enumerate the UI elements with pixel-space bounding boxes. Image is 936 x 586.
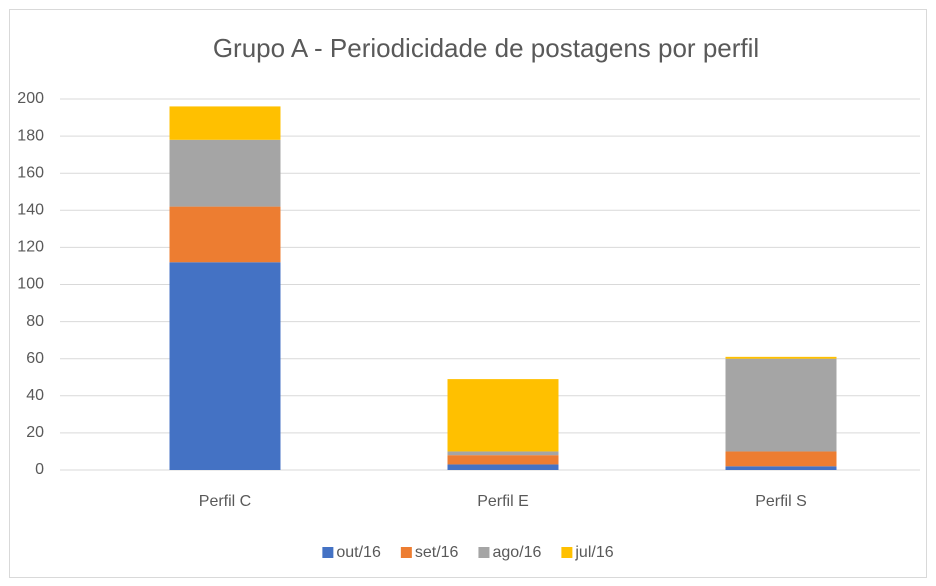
bar-segment (169, 206, 281, 263)
legend-label: ago/16 (492, 544, 541, 561)
y-tick-label: 120 (17, 239, 44, 256)
legend-swatch (322, 547, 334, 558)
bar-segment (169, 139, 281, 207)
y-tick-label: 40 (26, 387, 44, 404)
y-tick-label: 140 (17, 202, 44, 219)
legend-label: set/16 (415, 544, 459, 561)
bar-segment (447, 451, 559, 456)
bar-segment (725, 451, 837, 467)
legend-swatch (478, 547, 490, 558)
chart-title: Grupo A - Periodicidade de postagens por… (213, 33, 759, 63)
bar-segment (447, 464, 559, 470)
x-tick-label: Perfil C (199, 493, 251, 510)
y-tick-label: 60 (26, 350, 44, 367)
bar-segment (725, 466, 837, 470)
bar-segment (169, 106, 281, 140)
y-tick-label: 80 (26, 313, 44, 330)
y-tick-label: 200 (17, 90, 44, 107)
bar-segment (169, 262, 281, 470)
y-tick-label: 180 (17, 127, 44, 144)
legend-label: jul/16 (574, 544, 613, 561)
bar-segment (447, 455, 559, 465)
y-tick-label: 0 (35, 461, 44, 478)
x-tick-label: Perfil S (755, 493, 807, 510)
x-tick-label: Perfil E (477, 493, 529, 510)
legend-label: out/16 (336, 544, 381, 561)
y-tick-label: 160 (17, 164, 44, 181)
y-tick-label: 20 (26, 424, 44, 441)
y-tick-label: 100 (17, 276, 44, 293)
bar-segment (725, 358, 837, 452)
chart-frame (9, 9, 927, 578)
legend-swatch (400, 547, 412, 558)
legend-swatch (561, 547, 573, 558)
bar-segment (447, 379, 559, 452)
bar-segment (725, 356, 837, 359)
